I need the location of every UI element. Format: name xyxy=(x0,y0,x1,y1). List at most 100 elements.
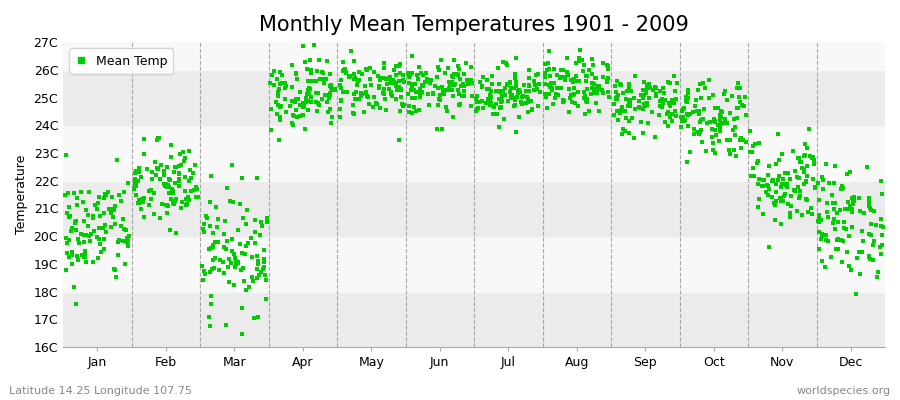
Point xyxy=(616,108,631,114)
Point xyxy=(173,150,187,157)
Point xyxy=(469,108,483,115)
Point xyxy=(202,246,216,252)
Point xyxy=(137,195,151,201)
Point xyxy=(129,168,143,174)
Point xyxy=(191,194,205,200)
Point xyxy=(432,95,446,102)
Point xyxy=(479,100,493,106)
Point xyxy=(811,180,825,186)
Point xyxy=(238,287,253,293)
Point xyxy=(360,92,374,99)
Point xyxy=(637,92,652,98)
Point xyxy=(708,118,723,124)
Point xyxy=(302,78,316,84)
Point xyxy=(338,68,353,75)
Point xyxy=(190,186,204,193)
Point xyxy=(734,135,748,142)
Point xyxy=(548,94,562,101)
Point xyxy=(642,95,656,102)
Point xyxy=(799,173,814,180)
Point xyxy=(782,210,796,216)
Point xyxy=(99,228,113,235)
Point xyxy=(431,102,446,108)
Point xyxy=(393,87,408,93)
Point xyxy=(632,104,646,110)
Point xyxy=(518,88,533,94)
Point xyxy=(680,87,695,93)
Point xyxy=(734,136,748,143)
Point xyxy=(633,104,647,111)
Point xyxy=(346,111,361,117)
Point xyxy=(137,214,151,221)
Point xyxy=(610,92,625,98)
Point xyxy=(845,200,859,207)
Point xyxy=(266,82,281,88)
Point xyxy=(70,253,85,259)
Point xyxy=(157,181,171,187)
Point xyxy=(706,92,720,99)
Point xyxy=(665,111,680,118)
Point xyxy=(293,102,308,108)
Point xyxy=(662,114,677,121)
Point xyxy=(267,68,282,74)
Point xyxy=(371,72,385,79)
Point xyxy=(121,243,135,250)
Point xyxy=(663,103,678,109)
Point xyxy=(521,98,535,105)
Point xyxy=(806,156,821,163)
Point xyxy=(78,259,93,265)
Point xyxy=(587,90,601,96)
Point xyxy=(104,223,119,230)
Point xyxy=(495,93,509,99)
Point xyxy=(273,81,287,87)
Point xyxy=(720,137,734,144)
Point xyxy=(714,108,728,114)
Point xyxy=(483,98,498,104)
Point xyxy=(844,206,859,213)
Point xyxy=(235,174,249,181)
Point xyxy=(225,248,239,255)
Point xyxy=(579,78,593,84)
Point xyxy=(752,196,766,202)
Point xyxy=(108,203,122,210)
Point xyxy=(187,186,202,193)
Point xyxy=(815,230,830,237)
Point xyxy=(318,92,332,98)
Point xyxy=(716,120,730,126)
Point xyxy=(162,176,176,182)
Point xyxy=(714,128,728,134)
Point xyxy=(221,279,236,286)
Point xyxy=(392,63,407,70)
Point xyxy=(490,111,504,118)
Point xyxy=(634,92,648,98)
Point xyxy=(393,86,408,92)
Point xyxy=(58,191,72,198)
Point xyxy=(414,70,428,76)
Point xyxy=(115,216,130,222)
Point xyxy=(60,239,75,246)
Point xyxy=(776,176,790,182)
Point xyxy=(658,118,672,125)
Point xyxy=(522,75,536,82)
Point xyxy=(379,81,393,87)
Point xyxy=(397,79,411,86)
Point xyxy=(188,184,202,190)
Point xyxy=(567,76,581,82)
Point xyxy=(273,117,287,123)
Point xyxy=(130,178,145,184)
Point xyxy=(551,92,565,99)
Point xyxy=(521,83,535,90)
Point xyxy=(265,72,279,78)
Point xyxy=(578,93,592,100)
Point xyxy=(730,105,744,111)
Point xyxy=(853,271,868,277)
Point xyxy=(202,269,217,275)
Point xyxy=(600,75,615,82)
Point xyxy=(739,138,753,145)
Point xyxy=(96,209,111,216)
Point xyxy=(658,97,672,103)
Point xyxy=(689,108,704,114)
Point xyxy=(531,103,545,110)
Point xyxy=(780,181,795,188)
Point xyxy=(310,108,324,115)
